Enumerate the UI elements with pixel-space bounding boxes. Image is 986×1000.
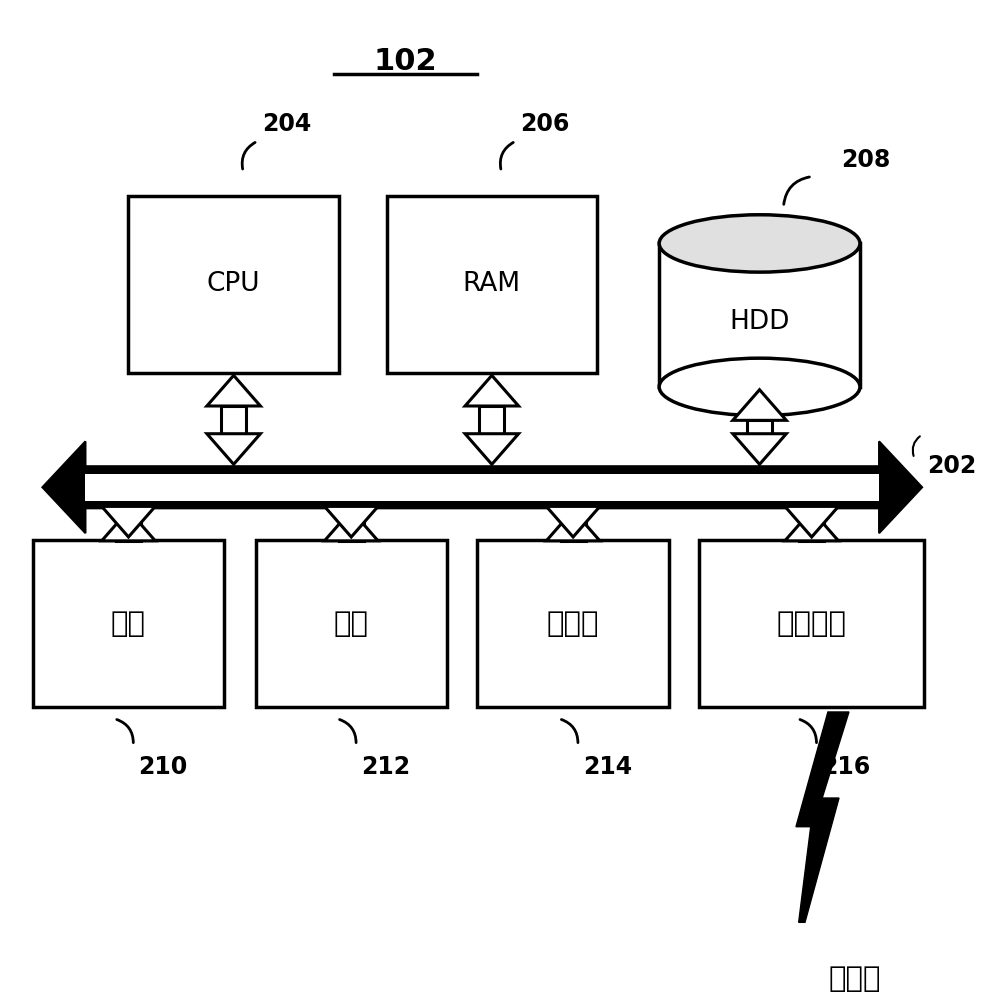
Polygon shape bbox=[464, 434, 518, 464]
Bar bbox=[560, 506, 585, 541]
Polygon shape bbox=[324, 510, 378, 541]
Polygon shape bbox=[464, 375, 518, 406]
Bar bbox=[746, 420, 771, 434]
Bar bbox=[221, 406, 246, 434]
Text: 212: 212 bbox=[361, 755, 409, 779]
Text: 214: 214 bbox=[582, 755, 631, 779]
Text: 216: 216 bbox=[820, 755, 870, 779]
Polygon shape bbox=[42, 441, 921, 533]
Polygon shape bbox=[546, 510, 599, 541]
Polygon shape bbox=[732, 390, 786, 420]
Polygon shape bbox=[207, 434, 260, 464]
Text: RAM: RAM bbox=[462, 271, 521, 297]
Text: 向网络: 向网络 bbox=[827, 965, 880, 993]
Polygon shape bbox=[207, 375, 260, 406]
Text: 通信接口: 通信接口 bbox=[776, 610, 846, 638]
Polygon shape bbox=[784, 510, 837, 541]
Text: 210: 210 bbox=[138, 755, 187, 779]
Ellipse shape bbox=[659, 358, 859, 416]
Polygon shape bbox=[784, 506, 837, 537]
FancyBboxPatch shape bbox=[255, 540, 447, 707]
FancyBboxPatch shape bbox=[128, 196, 338, 373]
Bar bbox=[799, 506, 823, 541]
Text: 鼠标: 鼠标 bbox=[333, 610, 369, 638]
Ellipse shape bbox=[659, 215, 859, 272]
FancyBboxPatch shape bbox=[699, 540, 923, 707]
Bar bbox=[659, 243, 859, 387]
Bar bbox=[116, 506, 141, 541]
Text: CPU: CPU bbox=[207, 271, 260, 297]
FancyBboxPatch shape bbox=[387, 196, 597, 373]
Text: 显示器: 显示器 bbox=[546, 610, 599, 638]
Polygon shape bbox=[102, 506, 155, 537]
Polygon shape bbox=[546, 506, 599, 537]
FancyBboxPatch shape bbox=[33, 540, 224, 707]
Polygon shape bbox=[86, 474, 879, 501]
Polygon shape bbox=[732, 434, 786, 464]
Text: 204: 204 bbox=[262, 112, 312, 136]
Text: 206: 206 bbox=[520, 112, 569, 136]
Text: 键盘: 键盘 bbox=[110, 610, 146, 638]
Polygon shape bbox=[795, 712, 848, 922]
Polygon shape bbox=[324, 506, 378, 537]
Text: 102: 102 bbox=[374, 47, 437, 76]
Text: 202: 202 bbox=[926, 454, 975, 478]
Text: 208: 208 bbox=[840, 148, 889, 172]
Bar bbox=[338, 506, 363, 541]
Bar bbox=[479, 406, 504, 434]
Text: HDD: HDD bbox=[729, 309, 789, 335]
FancyBboxPatch shape bbox=[477, 540, 669, 707]
Polygon shape bbox=[102, 510, 155, 541]
